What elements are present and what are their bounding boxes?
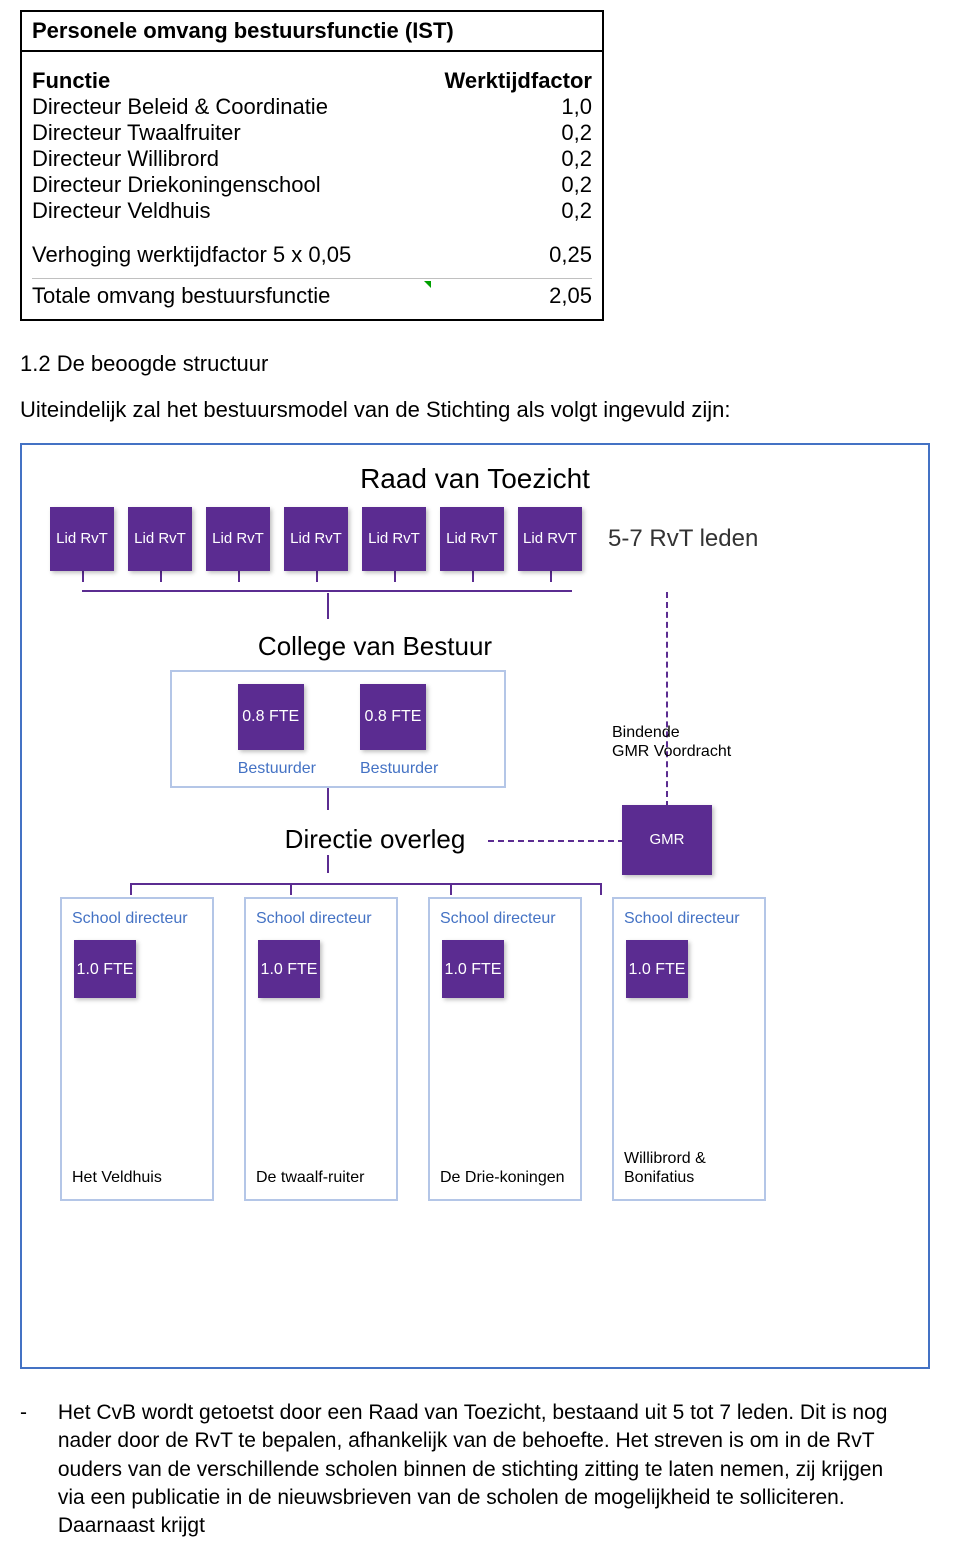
fte-node: 1.0 FTE <box>442 940 504 998</box>
table-row: Directeur Driekoningenschool 0,2 <box>32 172 592 198</box>
rvt-node: Lid RvT <box>440 507 504 571</box>
bestuurder-label: Bestuurder <box>238 760 316 778</box>
cvb-title: College van Bestuur <box>0 631 910 662</box>
school-role: School directeur <box>72 909 202 928</box>
rvt-node: Lid RvT <box>206 507 270 571</box>
rvt-row: Lid RvT Lid RvT Lid RvT Lid RvT Lid RvT … <box>50 507 582 571</box>
school-role: School directeur <box>624 909 754 928</box>
gmr-node: GMR <box>622 805 712 875</box>
school-card: School directeur 1.0 FTE De Drie-koninge… <box>428 897 582 1201</box>
ist-table: Personele omvang bestuursfunctie (IST) F… <box>20 10 604 321</box>
bullet-text: Het CvB wordt getoetst door een Raad van… <box>58 1399 908 1541</box>
school-name: De Drie-koningen <box>440 1168 570 1187</box>
rvt-node: Lid RvT <box>362 507 426 571</box>
table-row-extra: Verhoging werktijdfactor 5 x 0,05 0,25 <box>32 242 592 268</box>
connector-line <box>327 788 329 810</box>
school-name: Het Veldhuis <box>72 1168 202 1187</box>
gmr-label: Bindende GMR Voordracht <box>612 723 731 761</box>
school-name: Willibrord & Bonifatius <box>624 1149 754 1187</box>
table-row: Directeur Veldhuis 0,2 <box>32 198 592 224</box>
connector-line <box>82 570 572 592</box>
section-heading: 1.2 De beoogde structuur <box>20 351 940 377</box>
table-row: Directeur Beleid & Coordinatie 1,0 <box>32 94 592 120</box>
triangle-marker-icon <box>424 281 431 288</box>
connector-line <box>130 883 600 885</box>
fte-node: 0.8 FTE <box>238 684 304 750</box>
rvt-node: Lid RvT <box>50 507 114 571</box>
ist-body: Functie Werktijdfactor Directeur Beleid … <box>22 52 602 319</box>
fte-node: 1.0 FTE <box>258 940 320 998</box>
section-intro: Uiteindelijk zal het bestuursmodel van d… <box>20 397 940 423</box>
org-chart: Raad van Toezicht Lid RvT Lid RvT Lid Rv… <box>20 443 930 1369</box>
rvt-title: Raad van Toezicht <box>40 463 910 495</box>
school-name: De twaalf-ruiter <box>256 1168 386 1187</box>
school-role: School directeur <box>256 909 386 928</box>
table-row: Directeur Willibrord 0,2 <box>32 146 592 172</box>
connector-line <box>327 593 329 619</box>
rvt-node: Lid RVT <box>518 507 582 571</box>
schools-row: School directeur 1.0 FTE Het Veldhuis Sc… <box>60 897 910 1201</box>
rvt-node: Lid RvT <box>128 507 192 571</box>
col-header-werktijdfactor: Werktijdfactor <box>432 68 592 94</box>
cvb-member: 0.8 FTE Bestuurder <box>238 684 316 778</box>
dashed-connector <box>666 592 668 807</box>
ist-header-row: Functie Werktijdfactor <box>32 68 592 94</box>
fte-node: 1.0 FTE <box>626 940 688 998</box>
rvt-side-label: 5-7 RvT leden <box>608 525 758 553</box>
col-header-functie: Functie <box>32 68 432 94</box>
school-card: School directeur 1.0 FTE De twaalf-ruite… <box>244 897 398 1201</box>
fte-node: 1.0 FTE <box>74 940 136 998</box>
ist-title: Personele omvang bestuursfunctie (IST) <box>22 12 602 52</box>
table-row-total: Totale omvang bestuursfunctie 2,05 <box>32 278 592 309</box>
directie-title: Directie overleg <box>0 824 910 855</box>
bullet-dash: - <box>20 1399 52 1427</box>
bullet-paragraph: - Het CvB wordt getoetst door een Raad v… <box>20 1399 940 1541</box>
bestuurder-label: Bestuurder <box>360 760 438 778</box>
connector-line <box>327 855 329 873</box>
rvt-node: Lid RvT <box>284 507 348 571</box>
cvb-member: 0.8 FTE Bestuurder <box>360 684 438 778</box>
school-role: School directeur <box>440 909 570 928</box>
cvb-group: 0.8 FTE Bestuurder 0.8 FTE Bestuurder <box>170 670 506 788</box>
table-row: Directeur Twaalfruiter 0,2 <box>32 120 592 146</box>
dashed-connector <box>488 840 624 842</box>
school-card: School directeur 1.0 FTE Het Veldhuis <box>60 897 214 1201</box>
fte-node: 0.8 FTE <box>360 684 426 750</box>
school-card: School directeur 1.0 FTE Willibrord & Bo… <box>612 897 766 1201</box>
